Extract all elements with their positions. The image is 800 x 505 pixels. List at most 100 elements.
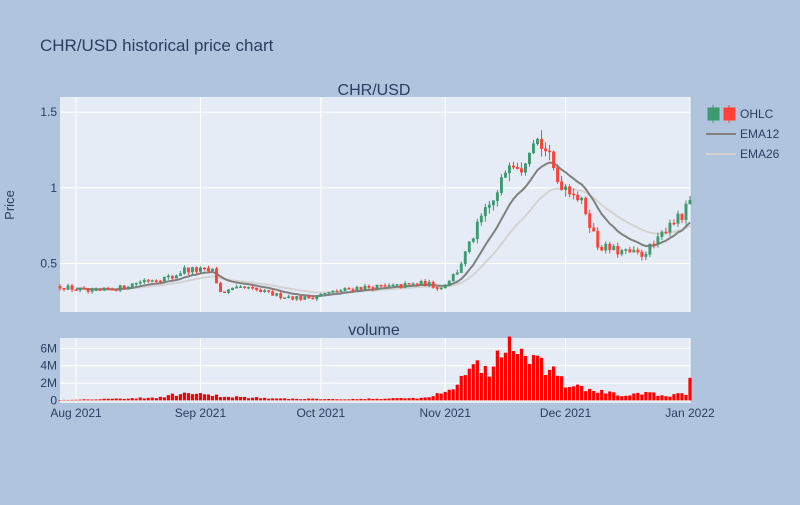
candle[interactable] (211, 268, 214, 272)
volume-bar[interactable] (347, 399, 351, 401)
candle[interactable] (636, 247, 640, 255)
volume-bar[interactable] (439, 393, 443, 401)
volume-bar[interactable] (331, 399, 335, 401)
candle[interactable] (439, 287, 443, 290)
volume-bar[interactable] (94, 399, 98, 401)
volume-bar[interactable] (222, 396, 227, 401)
volume-bar[interactable] (660, 395, 664, 401)
volume-bar[interactable] (190, 394, 195, 401)
volume-bar[interactable] (407, 398, 411, 401)
candle[interactable] (443, 283, 447, 289)
candle[interactable] (676, 210, 680, 227)
candle[interactable] (503, 170, 507, 179)
volume-bar[interactable] (628, 395, 632, 401)
candle[interactable] (447, 280, 451, 286)
volume-bar[interactable] (186, 393, 191, 401)
candle[interactable] (335, 289, 339, 293)
candle[interactable] (580, 196, 584, 205)
candle[interactable] (487, 200, 491, 214)
candle[interactable] (82, 286, 86, 290)
volume-bar[interactable] (580, 385, 584, 401)
volume-bar[interactable] (335, 399, 339, 401)
volume-bar[interactable] (355, 399, 359, 401)
candle[interactable] (664, 227, 668, 235)
volume-bar[interactable] (371, 398, 375, 401)
volume-bar[interactable] (218, 397, 223, 401)
volume-bar[interactable] (162, 397, 166, 401)
candle[interactable] (299, 295, 303, 302)
candle[interactable] (576, 191, 580, 202)
candle[interactable] (407, 283, 411, 285)
volume-bar[interactable] (624, 395, 628, 401)
volume-bar[interactable] (395, 398, 399, 401)
volume-bar[interactable] (584, 391, 588, 401)
volume-bar[interactable] (383, 398, 387, 401)
volume-bar[interactable] (146, 397, 150, 401)
volume-bar[interactable] (527, 363, 532, 401)
volume-bar[interactable] (391, 398, 395, 401)
candle[interactable] (516, 162, 519, 170)
volume-bar[interactable] (86, 399, 90, 401)
candle[interactable] (158, 279, 162, 284)
volume-bar[interactable] (359, 398, 363, 401)
volume-bar[interactable] (311, 398, 315, 401)
candle[interactable] (568, 184, 572, 198)
volume-bar[interactable] (247, 398, 251, 401)
candle[interactable] (451, 273, 455, 282)
volume-bar[interactable] (491, 366, 495, 401)
candle[interactable] (668, 219, 672, 237)
candle[interactable] (688, 195, 692, 205)
candle[interactable] (499, 174, 503, 196)
candle[interactable] (524, 162, 527, 176)
candle[interactable] (379, 284, 383, 288)
candle[interactable] (203, 267, 206, 271)
candle[interactable] (399, 283, 403, 289)
candle[interactable] (359, 286, 363, 291)
volume-bar[interactable] (130, 398, 134, 401)
volume-bar[interactable] (194, 393, 199, 401)
candle[interactable] (608, 241, 612, 254)
candle[interactable] (94, 287, 98, 291)
candle[interactable] (198, 266, 202, 274)
volume-bar[interactable] (559, 376, 564, 401)
candle[interactable] (194, 266, 198, 275)
candle[interactable] (351, 287, 355, 293)
volume-bar[interactable] (511, 351, 516, 401)
volume-bar[interactable] (515, 354, 520, 401)
candle[interactable] (604, 241, 608, 254)
volume-bar[interactable] (134, 398, 138, 401)
volume-bar[interactable] (543, 374, 548, 401)
candle[interactable] (624, 248, 628, 255)
volume-bar[interactable] (291, 398, 295, 401)
candle[interactable] (528, 152, 531, 167)
candle[interactable] (186, 267, 190, 276)
candle[interactable] (427, 279, 431, 288)
volume-bar[interactable] (319, 399, 323, 401)
candle[interactable] (247, 286, 251, 290)
candle[interactable] (150, 279, 154, 282)
candle[interactable] (343, 287, 347, 292)
candle[interactable] (600, 245, 604, 252)
candle[interactable] (511, 161, 515, 170)
volume-bar[interactable] (447, 389, 451, 401)
volume-bar[interactable] (604, 393, 608, 401)
volume-bar[interactable] (66, 399, 70, 401)
volume-bar[interactable] (74, 399, 78, 401)
candle[interactable] (122, 285, 126, 290)
candle[interactable] (98, 288, 102, 291)
volume-bar[interactable] (299, 399, 303, 401)
candle[interactable] (347, 286, 351, 290)
candle[interactable] (375, 284, 379, 291)
candle[interactable] (552, 150, 556, 171)
volume-bar[interactable] (415, 398, 419, 401)
candle[interactable] (684, 200, 688, 226)
volume-bar[interactable] (263, 397, 267, 401)
candle[interactable] (560, 176, 564, 191)
candle[interactable] (383, 283, 387, 287)
candle[interactable] (327, 291, 331, 295)
candle[interactable] (243, 286, 247, 289)
candle[interactable] (138, 280, 142, 286)
candle[interactable] (307, 294, 311, 299)
volume-bar[interactable] (102, 398, 106, 401)
candle[interactable] (491, 200, 495, 211)
